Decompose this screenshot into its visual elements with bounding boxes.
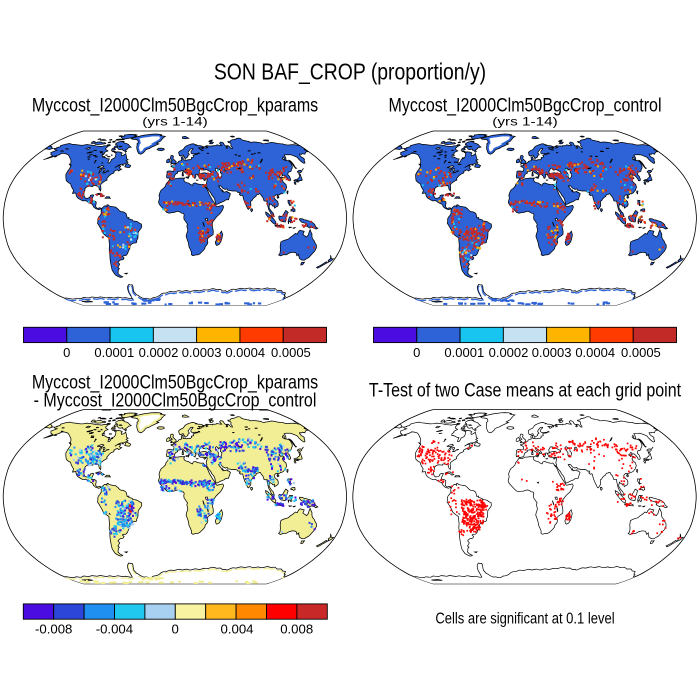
svg-text:0.0001: 0.0001 [94,345,134,360]
svg-text:0.0002: 0.0002 [139,345,179,360]
svg-text:-0.008: -0.008 [35,622,72,637]
svg-text:0.0005: 0.0005 [621,345,661,360]
svg-text:0.0004: 0.0004 [575,345,615,360]
svg-text:0.008: 0.008 [280,622,313,637]
svg-text:0: 0 [63,345,70,360]
svg-text:0.004: 0.004 [220,622,253,637]
svg-text:0.0003: 0.0003 [532,345,572,360]
svg-text:0.0005: 0.0005 [271,345,311,360]
svg-text:-0.004: -0.004 [96,622,133,637]
svg-text:0: 0 [172,622,179,637]
svg-text:0: 0 [413,345,420,360]
svg-text:0.0002: 0.0002 [489,345,529,360]
svg-text:0.0001: 0.0001 [444,345,484,360]
svg-text:0.0003: 0.0003 [182,345,222,360]
svg-text:0.0004: 0.0004 [225,345,265,360]
